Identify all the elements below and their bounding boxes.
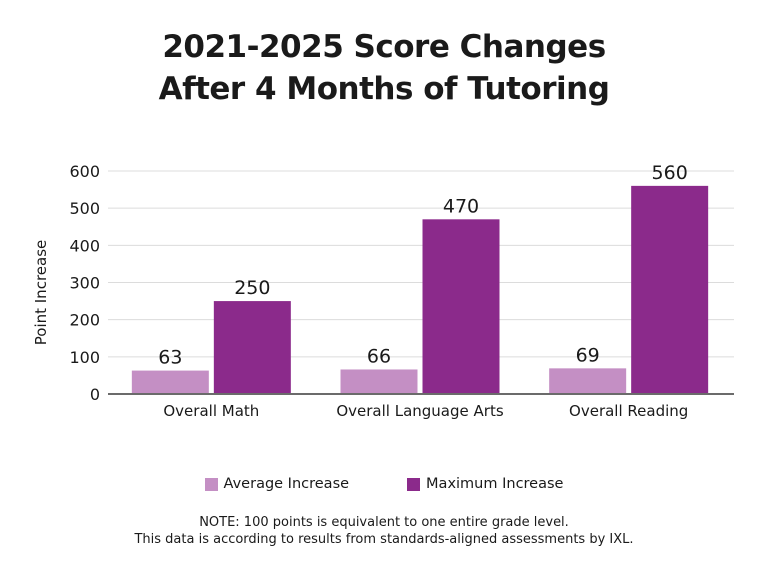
bar-average [131, 370, 209, 394]
legend-label-maximum: Maximum Increase [426, 476, 564, 492]
legend-label-average: Average Increase [223, 476, 350, 492]
title-line-1: 2021-2025 Score Changes [162, 29, 606, 65]
footnote: NOTE: 100 points is equivalent to one en… [0, 514, 768, 548]
x-tick-label: Overall Reading [569, 402, 688, 420]
y-tick-label: 200 [69, 311, 100, 330]
legend-swatch-average [204, 477, 218, 491]
data-label: 66 [367, 345, 391, 367]
bar-average [549, 368, 627, 394]
y-tick-label: 0 [90, 385, 100, 404]
bar-maximum [422, 219, 500, 394]
legend-item-maximum: Maximum Increase [407, 476, 563, 492]
y-tick-label: 600 [69, 162, 100, 181]
y-tick-label: 500 [69, 199, 100, 218]
legend-swatch-maximum [407, 477, 421, 491]
data-label: 69 [576, 344, 600, 366]
bar-maximum [213, 301, 291, 394]
y-tick-label: 400 [69, 236, 100, 255]
data-label: 63 [158, 347, 182, 369]
y-axis-label: Point Increase [32, 240, 50, 346]
legend: Average Increase Maximum Increase [0, 476, 768, 492]
bar-maximum [631, 185, 709, 394]
chart-title: 2021-2025 Score Changes After 4 Months o… [0, 26, 768, 110]
data-label: 560 [652, 162, 688, 184]
y-tick-label: 300 [69, 274, 100, 293]
x-tick-label: Overall Language Arts [336, 402, 503, 420]
legend-item-average: Average Increase [204, 476, 350, 492]
x-tick-label: Overall Math [163, 402, 259, 420]
note-line-2: This data is according to results from s… [134, 532, 634, 547]
title-line-2: After 4 Months of Tutoring [158, 71, 610, 107]
bar-average [340, 369, 418, 394]
data-label: 470 [443, 195, 479, 217]
note-line-1: NOTE: 100 points is equivalent to one en… [199, 515, 569, 530]
data-label: 250 [234, 277, 270, 299]
y-tick-label: 100 [69, 348, 100, 367]
